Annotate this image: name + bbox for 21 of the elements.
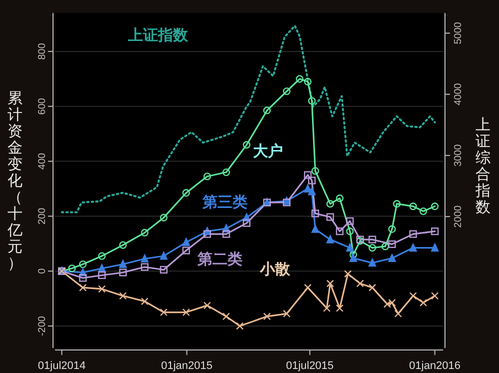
y2-tick-label: 5000	[453, 22, 464, 44]
y-tick-label: 0	[37, 268, 48, 274]
series-label: 第二类	[196, 251, 242, 268]
x-tick-label: 01jan2016	[409, 360, 461, 372]
series-label: 小散	[259, 261, 291, 278]
series-label: 大户	[253, 142, 283, 160]
y-tick-label: 400	[37, 152, 48, 170]
text: 上证指数	[127, 27, 189, 44]
y-tick-label: -200	[37, 316, 48, 336]
y2-tick-label: 4000	[453, 82, 464, 106]
x-tick-label: 01jul2015	[286, 360, 334, 372]
y2-axis-title: 上证综合指数	[474, 116, 490, 216]
x-tick-label: 01jul2014	[38, 360, 86, 372]
y-tick-label: 600	[37, 98, 48, 115]
series-label: 第三类	[202, 194, 248, 211]
text: 累计资金变化（十亿元）	[8, 90, 22, 272]
y-tick-label: 800	[37, 42, 48, 60]
y-tick-label: 200	[37, 207, 48, 225]
y2-tick-label: 2000	[453, 205, 464, 228]
y2-tick-label: 3000	[453, 144, 464, 167]
x-tick-label: 01jan2015	[161, 360, 213, 372]
